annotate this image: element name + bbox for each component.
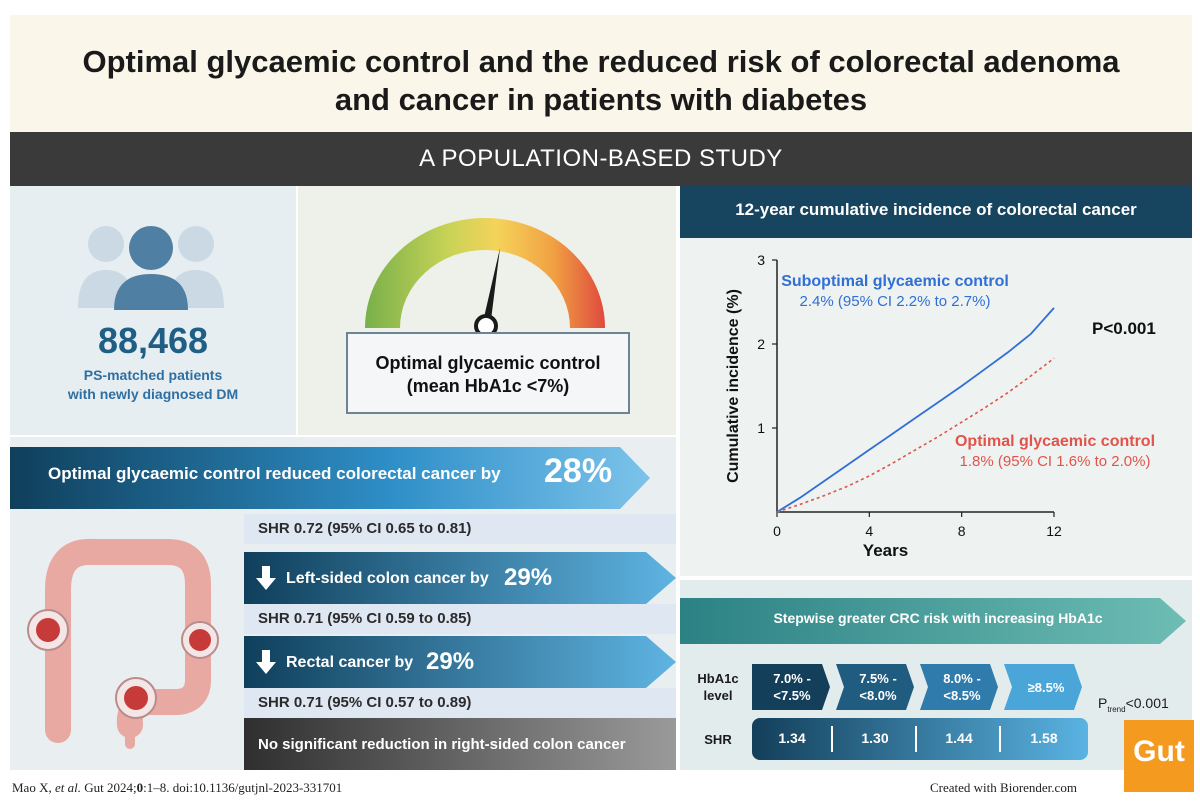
stepwise-banner: [680, 598, 1186, 644]
shr-row-label: SHR: [704, 732, 732, 747]
series-stat-2: 1.8% (95% CI 1.6% to 2.0%): [960, 453, 1151, 470]
citation-author: Mao X,: [12, 780, 55, 795]
chart-lines: [776, 307, 1055, 513]
x-tick-label: 8: [958, 523, 966, 539]
rectal-label: Rectal cancer by: [286, 654, 414, 671]
x-tick-label: 4: [865, 523, 873, 539]
patients-icon: [78, 226, 224, 310]
hba1c-level-3-line-2: <8.5%: [943, 688, 981, 703]
shr-rectal: SHR 0.71 (95% CI 0.57 to 0.89): [258, 694, 472, 711]
x-tick-label: 12: [1046, 523, 1062, 539]
hba1c-level-label-line-2: level: [703, 688, 733, 703]
p-trend-prefix: P: [1098, 695, 1108, 711]
title-band: [10, 15, 1192, 132]
gut-logo: [1124, 720, 1194, 792]
reduction-headline: Optimal glycaemic control reduced colore…: [48, 464, 501, 483]
hba1c-level-chips: [752, 664, 1082, 710]
hba1c-level-3: 8.0% - <8.5%: [926, 670, 998, 704]
no-significant-text: No significant reduction in right-sided …: [258, 736, 626, 753]
hba1c-level-3-line-1: 8.0% -: [943, 671, 981, 686]
gauge-icon: [365, 218, 605, 338]
left-sided-percent: 29%: [504, 564, 553, 591]
arrow-down-icon: [256, 566, 276, 590]
shr-rectal-bar: [244, 688, 676, 718]
gauge-label-box: [346, 332, 630, 414]
left-sided-label: Left-sided colon cancer by: [286, 570, 489, 587]
citation-journal: Gut 2024;: [80, 780, 137, 795]
shr-value-2: 1.30: [861, 730, 889, 746]
y-axis-label: Cumulative incidence (%): [725, 289, 742, 483]
series-label-1: Suboptimal glycaemic control: [781, 273, 1009, 290]
y-tick-label: 2: [757, 336, 765, 352]
hba1c-level-label: HbA1c level: [686, 670, 750, 704]
gauge-label-line-1: Optimal glycaemic control: [375, 353, 601, 373]
p-trend: Ptrend<0.001: [1098, 695, 1169, 714]
no-significant-banner: [244, 718, 676, 770]
page-title-line-2: and cancer in patients with diabetes: [334, 82, 868, 117]
series-line-2: [776, 357, 1055, 513]
y-tick-label: 1: [757, 420, 765, 436]
hba1c-level-4: ≥8.5%: [1027, 680, 1065, 695]
hba1c-level-2: 7.5% - <8.0%: [842, 670, 914, 704]
patients-caption-line-2: with newly diagnosed DM: [67, 386, 239, 402]
gut-logo-text: Gut: [1133, 735, 1185, 768]
patients-caption: PS-matched patients with newly diagnosed…: [10, 366, 296, 404]
x-axis-label: Years: [863, 541, 908, 560]
shr-value-1: 1.34: [778, 730, 806, 746]
rectal-percent: 29%: [426, 648, 475, 675]
page-title-line-1: Optimal glycaemic control and the reduce…: [82, 44, 1120, 79]
chart-header: [680, 186, 1192, 238]
reduction-headline-percent: 28%: [544, 452, 613, 490]
subtitle: A POPULATION-BASED STUDY: [419, 145, 783, 172]
chart-panel: [680, 186, 1192, 576]
citation: Mao X, et al. Gut 2024;0:1–8. doi:10.113…: [12, 780, 342, 796]
series-label-2: Optimal glycaemic control: [955, 433, 1155, 450]
hba1c-level-2-line-1: 7.5% -: [859, 671, 897, 686]
colon-illustration: [27, 538, 219, 749]
shr-value-3: 1.44: [945, 730, 973, 746]
y-tick-label: 3: [757, 252, 765, 268]
x-tick-label: 0: [773, 523, 781, 539]
hba1c-level-1: 7.0% - <7.5%: [756, 670, 828, 704]
reduction-banner: [10, 447, 650, 509]
rectal-banner: [244, 636, 676, 688]
patient-count: 88,468: [97, 320, 209, 361]
hba1c-level-1-line-2: <7.5%: [773, 688, 811, 703]
shr-overall: SHR 0.72 (95% CI 0.65 to 0.81): [258, 520, 472, 537]
left-sided-banner: [244, 552, 676, 604]
citation-etal: et al.: [54, 780, 81, 795]
shr-left: SHR 0.71 (95% CI 0.59 to 0.85): [258, 610, 472, 627]
patients-caption-line-1: PS-matched patients: [83, 367, 223, 383]
shr-value-4: 1.58: [1030, 730, 1058, 746]
chart-axes: [772, 259, 1055, 517]
p-trend-value: <0.001: [1125, 695, 1169, 711]
citation-volume: 0: [136, 780, 144, 795]
shr-row-bar: [752, 718, 1088, 760]
page-title: Optimal glycaemic control and the reduce…: [30, 43, 1172, 119]
shr-overall-bar: [244, 514, 676, 544]
p-value-annotation: P<0.001: [1092, 319, 1156, 338]
hba1c-level-label-line-1: HbA1c: [697, 671, 739, 686]
shr-left-bar: [244, 604, 676, 634]
subtitle-band: [10, 132, 1192, 186]
citation-pages-doi: :1–8. doi:10.1136/gutjnl-2023-331701: [143, 780, 343, 795]
p-trend-subscript: trend: [1107, 704, 1126, 714]
hba1c-level-2-line-2: <8.0%: [859, 688, 897, 703]
chart-header-title: 12-year cumulative incidence of colorect…: [735, 200, 1137, 219]
arrow-down-icon: [256, 650, 276, 674]
biorender-credit: Created with Biorender.com: [930, 780, 1077, 795]
hba1c-level-1-line-1: 7.0% -: [773, 671, 811, 686]
series-line-1: [776, 307, 1055, 513]
gauge-label-line-2: (mean HbA1c <7%): [406, 376, 570, 396]
stepwise-title: Stepwise greater CRC risk with increasin…: [773, 610, 1103, 626]
series-stat-1: 2.4% (95% CI 2.2% to 2.7%): [800, 293, 991, 310]
